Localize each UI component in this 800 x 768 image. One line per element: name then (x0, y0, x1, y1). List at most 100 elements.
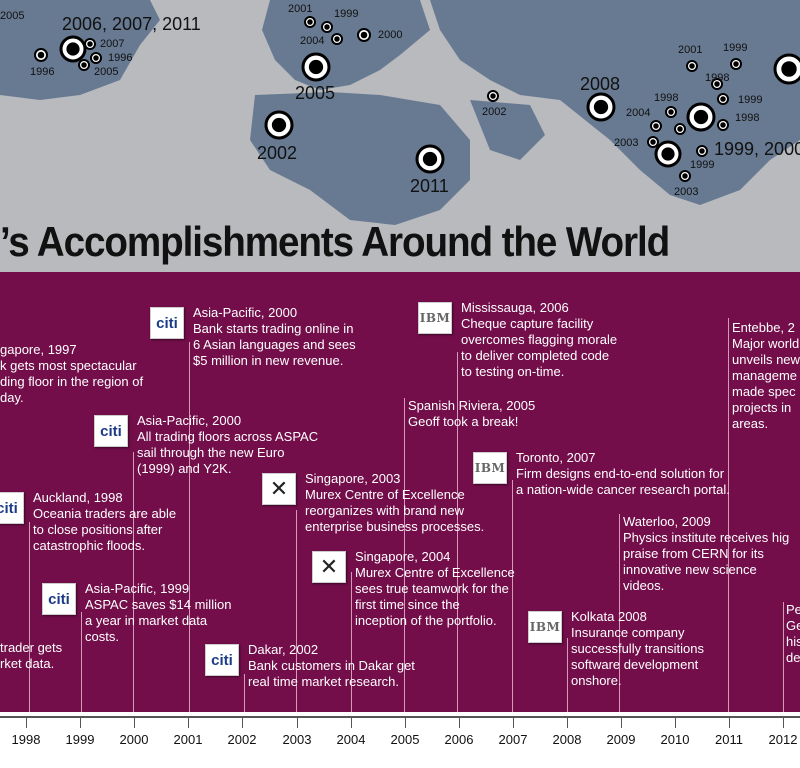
map-year-label: 1998 (705, 72, 730, 84)
map-year-label: 2003 (614, 137, 639, 149)
timeline-connector (351, 572, 352, 718)
timeline-entry: Spanish Riviera, 2005 Geoff took a break! (408, 398, 535, 430)
timeline-connector (133, 452, 134, 718)
location-marker (717, 93, 729, 105)
entry-description: ASPAC saves $14 million a year in market… (85, 597, 232, 644)
entry-description: rket data. (0, 656, 55, 671)
timeline-entry: Entebbe, 2 Major world unveils new manage… (732, 320, 800, 432)
entry-location: Singapore, 2003 (305, 471, 401, 486)
year-label: 2008 (552, 732, 582, 747)
timeline-entry: Dakar, 2002 Bank customers in Dakar get r… (248, 642, 415, 690)
year-tick (675, 718, 676, 728)
entry-description: Bank starts trading online in 6 Asian la… (193, 321, 356, 368)
timeline-entry: trader gets rket data. (0, 640, 62, 672)
location-marker (717, 119, 729, 131)
continent-arabia (470, 100, 545, 160)
map-year-label: 2002 (257, 143, 298, 163)
entry-description: Physics institute receives hig praise fr… (623, 530, 790, 593)
entry-location: Asia-Pacific, 1999 (85, 581, 190, 596)
year-tick (351, 718, 352, 728)
timeline-connector (512, 480, 513, 718)
location-marker (696, 145, 708, 157)
map-year-label: 1999 (334, 8, 359, 20)
year-tick (405, 718, 406, 728)
year-label: 2003 (282, 732, 312, 747)
timeline-entry: Auckland, 1998 Oceania traders are able t… (33, 490, 176, 554)
page-headline: ’s Accomplishments Around the World (0, 218, 670, 265)
timeline-entry: Asia-Pacific, 2000 All trading floors acr… (137, 413, 318, 477)
year-label: 2001 (173, 732, 203, 747)
map-year-label: 1999 (723, 42, 748, 54)
timeline-axis: 1998 1999 2000 2001 2002 2003 2004 2005 2006 2007… (0, 712, 800, 768)
map-graphic (0, 0, 800, 225)
citi-logo: citi (0, 492, 24, 524)
entry-location: Singapore, 2004 (355, 549, 451, 564)
entry-location: Spanish Riviera, 2005 (408, 398, 536, 413)
murex-logo: ✕ (262, 473, 296, 505)
timeline-connector (457, 352, 458, 718)
location-marker (665, 106, 677, 118)
entry-location: Toronto, 2007 (516, 450, 596, 465)
year-tick (188, 718, 189, 728)
year-label: 2005 (390, 732, 420, 747)
year-label: 2007 (498, 732, 528, 747)
location-marker (78, 59, 90, 71)
continent-asia (430, 0, 800, 205)
entry-description: Geoff took a break! (408, 414, 519, 429)
entry-location: Asia-Pacific, 2000 (137, 413, 242, 428)
location-marker (304, 16, 316, 28)
map-year-label: 2006, 2007, 2011 (62, 14, 201, 34)
year-label: 2002 (227, 732, 257, 747)
location-marker (84, 38, 96, 50)
entry-location: Waterloo, 2009 (623, 514, 711, 529)
timeline-entry: Asia-Pacific, 1999 ASPAC saves $14 millio… (85, 581, 231, 645)
entry-description: Firm designs end-to-end solution for a n… (516, 466, 730, 497)
location-marker (586, 92, 616, 122)
year-tick (459, 718, 460, 728)
entry-description: Cheque capture facility overcomes flaggi… (461, 316, 618, 379)
location-marker (34, 48, 48, 62)
map-year-label: 2004 (626, 107, 651, 119)
year-tick (242, 718, 243, 728)
location-marker (321, 21, 333, 33)
citi-logo: citi (42, 583, 76, 615)
timeline-connector (783, 602, 784, 718)
map-year-label: 2004 (300, 35, 325, 47)
year-label: 2011 (715, 732, 743, 747)
location-marker (415, 144, 445, 174)
location-marker (650, 120, 662, 132)
map-year-label: 1996 (30, 66, 55, 78)
entry-location: Mississauga, 2006 (461, 300, 569, 315)
entry-description: All trading floors across ASPAC sail thr… (137, 429, 319, 476)
entry-location: trader gets (0, 640, 63, 655)
entry-description: k gets most spectacular ding floor in th… (0, 358, 144, 405)
map-year-label: 2003 (674, 186, 699, 198)
location-marker (647, 136, 659, 148)
timeline-entry: gapore, 1997 k gets most spectacular ding… (0, 342, 143, 406)
year-tick (567, 718, 568, 728)
location-marker (730, 58, 742, 70)
year-tick (729, 718, 730, 728)
year-tick (621, 718, 622, 728)
map-year-label: 1999 (738, 94, 763, 106)
timeline-entry: Toronto, 2007 Firm designs end-to-end sol… (516, 450, 730, 498)
map-year-label: 2000 (378, 29, 403, 41)
map-year-label: 2001 (288, 3, 313, 15)
year-label: 1999 (65, 732, 95, 747)
location-marker (487, 90, 499, 102)
timeline-entry: Kolkata 2008 Insurance company successful… (571, 609, 704, 689)
entry-description: Murex Centre of Excellence sees true tea… (355, 565, 515, 628)
map-year-label: 2001 (678, 44, 703, 56)
location-marker (90, 52, 102, 64)
year-tick (513, 718, 514, 728)
entry-location: Kolkata 2008 (571, 609, 647, 624)
ibm-logo: IBM (418, 302, 452, 334)
continent-africa (250, 92, 470, 225)
location-marker (686, 60, 698, 72)
timeline-entry: Waterloo, 2009 Physics institute receives… (623, 514, 789, 594)
map-year-label: 2011 (410, 176, 449, 196)
timeline-connector (29, 522, 30, 718)
timeline-connector (81, 612, 82, 718)
year-label: 2010 (660, 732, 690, 747)
entry-description: Murex Centre of Excellence reorganizes w… (305, 487, 485, 534)
